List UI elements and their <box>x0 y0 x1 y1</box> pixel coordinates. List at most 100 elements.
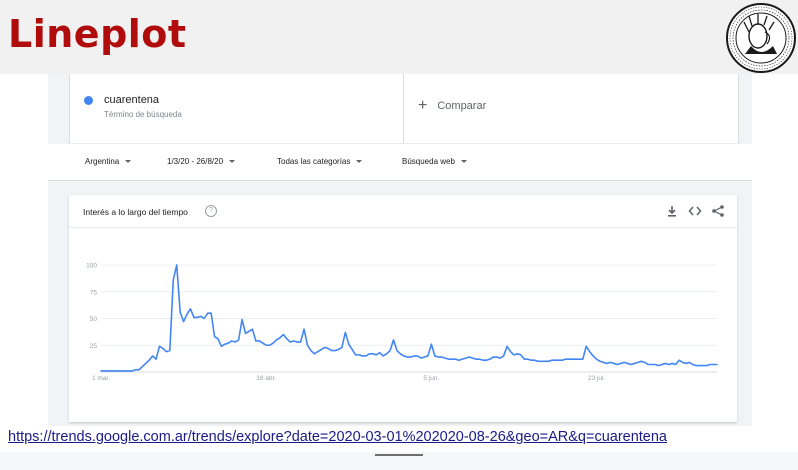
data-point <box>362 355 363 356</box>
data-point <box>569 359 570 360</box>
data-point <box>448 359 449 360</box>
data-point <box>648 364 649 365</box>
data-point <box>104 370 105 371</box>
data-point <box>187 314 188 315</box>
data-point <box>441 357 442 358</box>
interest-line-chart: 100 75 50 25 1 mar. 18 abr. 5 jun. 23 jul. <box>86 263 718 382</box>
data-point <box>365 355 366 356</box>
data-point <box>686 363 687 364</box>
data-point <box>630 364 631 365</box>
data-point <box>248 331 249 332</box>
data-point <box>651 364 652 365</box>
data-point <box>341 347 342 348</box>
data-point <box>218 338 219 339</box>
data-point <box>335 350 336 351</box>
x-tick-label: 1 mar. <box>92 375 110 382</box>
term-divider <box>403 74 404 143</box>
data-point <box>386 353 387 354</box>
embed-icon[interactable] <box>688 204 702 218</box>
data-point <box>703 365 704 366</box>
data-point <box>617 364 618 365</box>
region-filter[interactable]: Argentina <box>85 157 132 166</box>
data-point <box>355 354 356 355</box>
data-point <box>424 357 425 358</box>
data-point <box>655 364 656 365</box>
data-point <box>324 347 325 348</box>
data-point <box>541 361 542 362</box>
x-tick-label: 23 jul. <box>588 375 606 382</box>
data-point <box>641 361 642 362</box>
category-filter[interactable]: Todas las categorías <box>277 157 363 166</box>
caret-down-icon <box>460 160 467 163</box>
data-point <box>211 313 212 314</box>
data-point <box>476 359 477 360</box>
data-point <box>173 279 174 280</box>
data-point <box>393 339 394 340</box>
data-point <box>534 360 535 361</box>
data-point <box>696 365 697 366</box>
data-point <box>286 338 287 339</box>
caret-down-icon <box>125 160 132 163</box>
data-point <box>190 308 191 309</box>
data-point <box>200 316 201 317</box>
data-point <box>372 353 373 354</box>
data-point <box>242 319 243 320</box>
data-point <box>421 358 422 359</box>
data-point <box>228 343 229 344</box>
series-line-cuarentena <box>100 264 718 372</box>
slide-footer <box>0 452 798 470</box>
category-filter-label: Todas las categorías <box>277 157 351 166</box>
share-icon[interactable] <box>711 204 725 218</box>
data-point <box>524 359 525 360</box>
data-point <box>348 344 349 345</box>
data-point <box>125 370 126 371</box>
data-point <box>434 355 435 356</box>
slide-title: Lineplot <box>8 12 187 56</box>
data-point <box>383 355 384 356</box>
data-point <box>699 365 700 366</box>
data-point <box>338 349 339 350</box>
download-icon[interactable] <box>665 204 679 218</box>
data-point <box>713 364 714 365</box>
data-point <box>675 364 676 365</box>
source-link[interactable]: https://trends.google.com.ar/trends/expl… <box>8 429 667 445</box>
data-point <box>193 317 194 318</box>
data-point <box>352 349 353 350</box>
data-point <box>682 362 683 363</box>
data-point <box>293 340 294 341</box>
help-icon[interactable]: ? <box>205 205 217 217</box>
data-point <box>462 359 463 360</box>
scroll-handle[interactable] <box>375 454 423 456</box>
data-point <box>410 357 411 358</box>
data-point <box>596 359 597 360</box>
data-point <box>238 339 239 340</box>
data-point <box>637 362 638 363</box>
data-point <box>166 351 167 352</box>
data-point <box>527 359 528 360</box>
data-point <box>575 359 576 360</box>
y-tick-label: 100 <box>86 263 97 270</box>
search-term-name[interactable]: cuarentena <box>104 94 160 106</box>
data-point <box>138 369 139 370</box>
data-point <box>310 350 311 351</box>
data-point <box>300 342 301 343</box>
slide-header <box>0 0 798 74</box>
data-point <box>661 364 662 365</box>
data-point <box>555 360 556 361</box>
data-point <box>465 358 466 359</box>
data-point <box>445 358 446 359</box>
data-point <box>276 339 277 340</box>
date-range-filter[interactable]: 1/3/20 - 26/8/20 <box>167 157 236 166</box>
search-type-filter[interactable]: Búsqueda web <box>402 157 467 166</box>
data-point <box>692 364 693 365</box>
filter-bar: Argentina 1/3/20 - 26/8/20 Todas las cat… <box>48 144 752 181</box>
data-point <box>531 360 532 361</box>
data-point <box>207 313 208 314</box>
data-point <box>565 359 566 360</box>
chart-title: Interés a lo largo del tiempo <box>83 207 188 217</box>
data-point <box>321 349 322 350</box>
search-term-card: cuarentena Término de búsqueda + Compara… <box>69 74 739 144</box>
compare-button[interactable]: + Comparar <box>418 96 486 116</box>
search-type-filter-label: Búsqueda web <box>402 157 455 166</box>
data-point <box>603 362 604 363</box>
